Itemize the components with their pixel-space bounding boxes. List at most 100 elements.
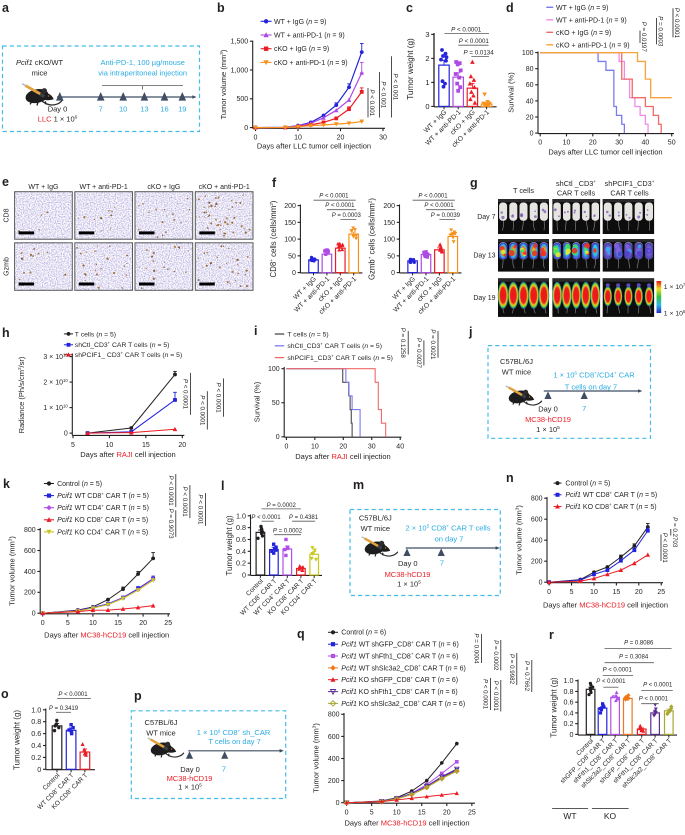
svg-text:P = 0.8086: P = 0.8086	[624, 641, 654, 647]
svg-text:400: 400	[24, 569, 36, 576]
svg-text:WT + anti-PD-1 (n = 9): WT + anti-PD-1 (n = 9)	[274, 33, 345, 40]
svg-text:30: 30	[368, 444, 376, 451]
svg-text:Gzmb+ cells (cells/mm2): Gzmb+ cells (cells/mm2)	[368, 198, 377, 280]
svg-text:Survival (%): Survival (%)	[507, 72, 516, 113]
svg-text:Control (n = 6): Control (n = 6)	[341, 630, 386, 637]
svg-text:MC38-hCD19: MC38-hCD19	[167, 774, 213, 783]
svg-text:40: 40	[526, 98, 534, 105]
svg-text:1 × 105: 1 × 105	[536, 425, 560, 434]
svg-text:800: 800	[24, 527, 36, 534]
svg-text:1.0: 1.0	[564, 676, 574, 685]
svg-text:1 × 1010: 1 × 1010	[43, 403, 68, 412]
svg-text:P = 0.1258: P = 0.1258	[399, 328, 406, 359]
svg-text:g: g	[470, 176, 478, 190]
svg-text:50: 50	[272, 400, 280, 407]
svg-text:WT mice: WT mice	[146, 729, 175, 738]
svg-text:20: 20	[339, 444, 347, 451]
svg-text:P = 0.0004: P = 0.0004	[473, 633, 480, 664]
svg-text:0: 0	[345, 810, 349, 817]
svg-text:100: 100	[383, 237, 395, 244]
svg-text:j: j	[468, 325, 472, 339]
svg-text:P < 0.0001: P < 0.0001	[424, 203, 454, 209]
svg-text:0: 0	[276, 434, 280, 441]
svg-text:0: 0	[37, 765, 41, 774]
svg-text:P < 0.0001: P < 0.0001	[167, 476, 174, 507]
svg-text:30: 30	[615, 139, 623, 146]
svg-text:f: f	[272, 176, 277, 190]
svg-text:WT + anti-PD-1: WT + anti-PD-1	[79, 184, 127, 191]
svg-text:p: p	[134, 689, 142, 703]
svg-text:Tumor weight (g): Tumor weight (g)	[13, 710, 22, 771]
svg-text:m: m	[353, 478, 364, 492]
svg-text:0: 0	[538, 139, 542, 146]
svg-text:7: 7	[582, 404, 586, 413]
svg-text:0: 0	[336, 800, 340, 807]
svg-text:1: 1	[425, 78, 429, 87]
svg-text:Day 19: Day 19	[473, 295, 495, 302]
svg-text:T cells (n = 5): T cells (n = 5)	[75, 331, 116, 338]
svg-text:cKO + anti-PD-1: cKO + anti-PD-1	[199, 184, 250, 191]
svg-text:0: 0	[530, 131, 534, 138]
svg-text:on day 7: on day 7	[435, 535, 464, 544]
svg-text:d: d	[506, 1, 514, 15]
svg-text:c: c	[406, 1, 413, 15]
svg-text:P < 0.0001: P < 0.0001	[492, 681, 499, 712]
svg-text:WT + IgG (n = 9): WT + IgG (n = 9)	[556, 5, 608, 12]
svg-text:7: 7	[222, 765, 226, 774]
svg-text:P = 0.0002: P = 0.0002	[267, 503, 297, 509]
svg-text:P < 0.0001: P < 0.0001	[661, 533, 668, 564]
svg-text:P = 0.9073: P = 0.9073	[167, 508, 174, 539]
svg-text:Days after LLC tumor cell inje: Days after LLC tumor cell injection	[257, 142, 371, 151]
svg-text:20: 20	[589, 139, 597, 146]
svg-text:0.2: 0.2	[31, 753, 41, 762]
svg-text:0: 0	[547, 589, 551, 596]
svg-text:Tumor volume (mm3): Tumor volume (mm3)	[515, 505, 524, 575]
svg-text:800: 800	[531, 496, 543, 503]
svg-text:Days after MC38-hCD19 cell inj: Days after MC38-hCD19 cell injection	[543, 601, 668, 610]
svg-text:shPCIF1_ CD3+ CAR T cells (n =: shPCIF1_ CD3+ CAR T cells (n = 5)	[75, 351, 182, 360]
svg-text:500: 500	[237, 96, 249, 103]
svg-text:Days after MC38-hCD19 cell inj: Days after MC38-hCD19 cell injection	[44, 631, 169, 640]
svg-text:cKO + IgG (n = 9): cKO + IgG (n = 9)	[556, 30, 611, 37]
svg-text:25: 25	[657, 589, 665, 596]
svg-text:7: 7	[99, 105, 103, 114]
svg-text:shPCIF1_CD3+: shPCIF1_CD3+	[605, 179, 655, 188]
svg-text:50: 50	[288, 253, 296, 260]
svg-text:100: 100	[522, 50, 534, 57]
svg-text:Days after LLC tumor cell inje: Days after LLC tumor cell injection	[548, 147, 662, 156]
svg-text:n: n	[506, 471, 514, 485]
svg-text:0: 0	[539, 580, 543, 587]
svg-text:10: 10	[393, 810, 401, 817]
svg-text:CD8+ cells (cells/mm2): CD8+ cells (cells/mm2)	[269, 200, 278, 277]
svg-text:Days after MC38-hCD19 cell inj: Days after MC38-hCD19 cell injection	[344, 819, 469, 828]
svg-text:25: 25	[164, 620, 172, 627]
svg-text:Day 0: Day 0	[48, 105, 68, 114]
svg-text:shCtl_CD3+ CAR T cells (n = 5): shCtl_CD3+ CAR T cells (n = 5)	[287, 342, 382, 351]
svg-text:cKO + anti-PD-1 (n = 9): cKO + anti-PD-1 (n = 9)	[274, 60, 348, 67]
svg-text:25: 25	[468, 810, 476, 817]
svg-text:0: 0	[64, 431, 68, 438]
svg-text:Gzmb: Gzmb	[4, 257, 11, 276]
svg-text:400: 400	[531, 538, 543, 545]
svg-text:2: 2	[425, 54, 429, 63]
svg-text:Pcif1 KO shSlc3a2_CD8+ CAR T (: Pcif1 KO shSlc3a2_CD8+ CAR T (n = 6)	[341, 699, 465, 708]
svg-text:T cells on day 7: T cells on day 7	[208, 737, 260, 746]
svg-text:k: k	[3, 477, 10, 491]
svg-text:Day 13: Day 13	[473, 253, 495, 260]
svg-text:40: 40	[642, 139, 650, 146]
svg-text:P < 0.0001: P < 0.0001	[319, 194, 349, 200]
svg-text:80: 80	[526, 66, 534, 73]
svg-text:15: 15	[114, 620, 122, 627]
svg-text:0.4: 0.4	[236, 547, 246, 556]
svg-text:CAR T cells: CAR T cells	[610, 188, 649, 197]
svg-text:C57BL/6J: C57BL/6J	[500, 357, 533, 366]
svg-text:KO: KO	[604, 811, 617, 821]
svg-text:800: 800	[328, 712, 340, 719]
svg-text:l: l	[221, 479, 224, 493]
svg-text:0: 0	[41, 620, 45, 627]
svg-text:0.6: 0.6	[31, 729, 41, 738]
svg-text:10: 10	[294, 135, 302, 142]
svg-text:0.2: 0.2	[236, 559, 246, 568]
svg-text:Tumor volume (mm3): Tumor volume (mm3)	[219, 49, 228, 119]
svg-text:0.8: 0.8	[564, 687, 574, 696]
